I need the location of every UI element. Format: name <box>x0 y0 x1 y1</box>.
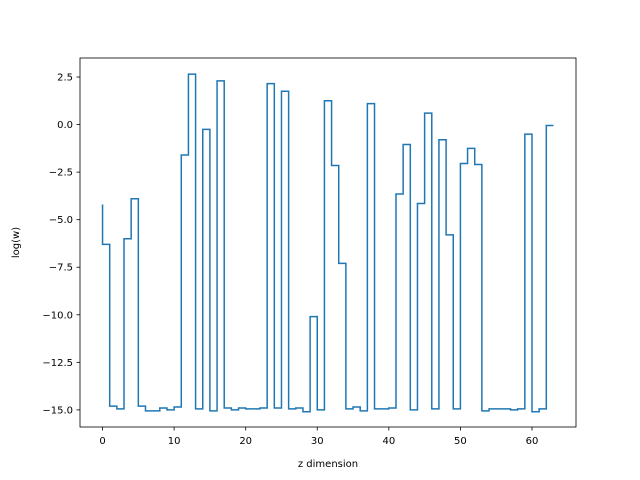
x-tick-label: 60 <box>526 436 539 447</box>
y-tick-label: −10.0 <box>42 310 73 321</box>
y-tick-label: −7.5 <box>49 263 73 274</box>
x-tick-label: 10 <box>168 436 181 447</box>
y-tick-label: −2.5 <box>49 168 73 179</box>
x-axis-label: z dimension <box>298 459 358 470</box>
y-tick-label: −12.5 <box>42 358 73 369</box>
x-tick-label: 50 <box>454 436 467 447</box>
series-layer <box>101 73 554 413</box>
plot-background <box>80 58 576 427</box>
y-tick-label: −15.0 <box>42 405 73 416</box>
x-tick-label: 30 <box>311 436 324 447</box>
axes-frame <box>79 57 577 428</box>
y-tick-label: 2.5 <box>57 73 73 84</box>
series-line-0 <box>101 73 554 413</box>
x-tick-label: 20 <box>239 436 252 447</box>
y-axis-label: log(w) <box>11 227 22 258</box>
y-axis-ticks: 2.5 0.0 −2.5 −5.0 −7.5 −10.0 −12.5 −15.0 <box>42 73 80 416</box>
x-tick-label: 0 <box>99 436 105 447</box>
x-axis-ticks: 0 10 20 30 40 50 60 <box>99 427 538 447</box>
x-tick-label: 40 <box>382 436 395 447</box>
y-tick-label: 0.0 <box>57 120 73 131</box>
y-tick-label: −5.0 <box>49 215 73 226</box>
